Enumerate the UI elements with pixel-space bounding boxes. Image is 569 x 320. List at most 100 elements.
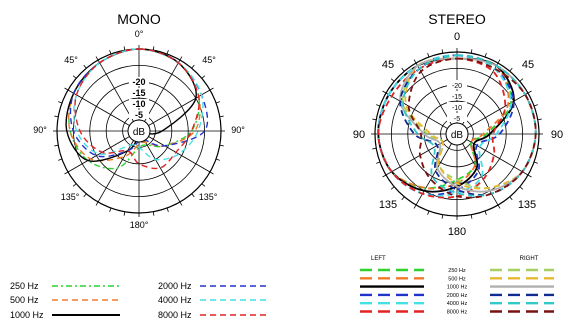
grid-tick bbox=[72, 183, 77, 187]
grid-tick bbox=[509, 67, 513, 72]
radial-tick-label: -20 bbox=[132, 77, 145, 87]
angle-tick-label: 135° bbox=[199, 192, 218, 202]
legend-label: 500 Hz bbox=[10, 295, 39, 305]
grid-tick bbox=[209, 171, 214, 175]
legend-label: 1000 Hz bbox=[447, 285, 468, 291]
grid-tick bbox=[54, 115, 59, 118]
grid-tick bbox=[484, 53, 487, 58]
grid-spoke bbox=[97, 59, 140, 132]
series-line-4000-hz bbox=[73, 48, 204, 161]
angle-tick-label: 90 bbox=[551, 129, 563, 141]
grid-tick bbox=[497, 59, 501, 64]
legend-label: 250 Hz bbox=[10, 281, 39, 291]
grid-tick bbox=[58, 158, 63, 161]
grid-tick bbox=[537, 147, 542, 150]
grid-tick bbox=[219, 115, 224, 118]
grid-tick bbox=[390, 78, 395, 82]
radial-tick-label: -5 bbox=[454, 116, 460, 123]
angle-tick-label: 135 bbox=[379, 199, 397, 211]
grid-tick bbox=[427, 210, 430, 215]
grid-tick bbox=[152, 211, 155, 216]
grid-tick bbox=[64, 171, 69, 175]
radial-tick-label: -10 bbox=[132, 99, 145, 109]
grid-tick bbox=[519, 186, 524, 190]
legend-label: 8000 Hz bbox=[447, 310, 468, 316]
grid-tick bbox=[201, 75, 206, 79]
grid-tick bbox=[413, 204, 417, 209]
radial-label-bg bbox=[129, 110, 149, 119]
chart-title: STEREO bbox=[428, 11, 486, 27]
series-group bbox=[377, 54, 537, 199]
stereo-polar-chart: STEREO dB -5 -10 -15 -20 0 45 90 135 180 135 90 45 bbox=[353, 11, 563, 238]
grid-tick bbox=[470, 49, 473, 54]
grid-spoke bbox=[456, 62, 499, 135]
grid-tick bbox=[413, 59, 417, 64]
angle-tick-label: 180 bbox=[448, 226, 466, 238]
grid-tick bbox=[109, 207, 112, 212]
grid-tick bbox=[215, 101, 220, 104]
grid-tick bbox=[527, 174, 532, 178]
grid-spoke bbox=[456, 92, 529, 135]
radial-label-bg bbox=[447, 80, 467, 89]
grid-tick bbox=[441, 49, 444, 54]
legend-header-left: LEFT bbox=[371, 256, 386, 262]
grid-spoke bbox=[385, 92, 458, 135]
grid-tick bbox=[152, 46, 155, 51]
polar-grid bbox=[53, 45, 225, 217]
grid-spoke bbox=[385, 133, 458, 176]
radial-tick-label: -20 bbox=[452, 83, 462, 90]
grid-tick bbox=[123, 46, 126, 51]
grid-tick bbox=[83, 64, 87, 69]
grid-tick bbox=[72, 75, 77, 79]
grid-tick bbox=[427, 53, 430, 58]
radial-label-bg bbox=[447, 113, 467, 122]
legend-header-right: RIGHT bbox=[520, 256, 539, 262]
grid-tick bbox=[215, 158, 220, 161]
grid-spoke bbox=[97, 130, 140, 203]
stereo-legend: LEFT RIGHT 250 Hz 500 Hz 1000 Hz 2000 Hz 4000 … bbox=[360, 256, 554, 316]
legend-label: 8000 Hz bbox=[158, 310, 192, 320]
angle-tick-label: 45 bbox=[522, 59, 534, 71]
grid-tick bbox=[219, 144, 224, 147]
grid-tick bbox=[497, 204, 501, 209]
grid-tick bbox=[470, 214, 473, 219]
angle-tick-label: 90° bbox=[33, 125, 47, 135]
grid-tick bbox=[191, 193, 195, 198]
grid-tick bbox=[376, 161, 381, 164]
grid-tick bbox=[95, 201, 99, 206]
angle-tick-label: 0° bbox=[135, 29, 144, 39]
angle-tick-label: 90 bbox=[353, 129, 365, 141]
grid-tick bbox=[372, 147, 377, 150]
grid-tick bbox=[95, 56, 99, 61]
series-line-left-4000-hz bbox=[377, 54, 512, 197]
grid-tick bbox=[58, 101, 63, 104]
grid-tick bbox=[54, 144, 59, 147]
radial-label-bg bbox=[447, 102, 467, 111]
legend-label: 4000 Hz bbox=[447, 301, 468, 307]
legend-label: 4000 Hz bbox=[158, 295, 192, 305]
mono-polar-chart: MONO dB -5-10-15-20 0° 45° 90° 135° 180° 135° 90°… bbox=[33, 11, 245, 230]
series-line-left-8000-hz bbox=[377, 57, 507, 199]
angle-tick-label: 45 bbox=[382, 59, 394, 71]
angle-tick-label: 90° bbox=[231, 125, 245, 135]
angle-tick-label: 135° bbox=[61, 192, 80, 202]
grid-tick bbox=[83, 193, 87, 198]
angle-tick-label: 45° bbox=[64, 55, 78, 65]
center-label: dB bbox=[451, 130, 464, 141]
radial-tick-label: -15 bbox=[132, 88, 145, 98]
grid-tick bbox=[191, 64, 195, 69]
series-line-right-4000-hz bbox=[402, 54, 537, 197]
series-line-left-500-hz bbox=[377, 57, 510, 190]
angle-tick-label: 45° bbox=[202, 55, 216, 65]
radial-tick-label: -15 bbox=[452, 94, 462, 101]
grid-tick bbox=[64, 87, 69, 91]
radial-label-bg bbox=[447, 91, 467, 100]
grid-tick bbox=[382, 90, 387, 94]
grid-tick bbox=[509, 196, 513, 201]
grid-tick bbox=[401, 196, 405, 201]
grid-tick bbox=[390, 186, 395, 190]
center-disc bbox=[127, 119, 151, 143]
grid-spoke bbox=[67, 89, 140, 132]
radial-label-bg bbox=[129, 77, 149, 86]
series-line-left-1000-hz bbox=[377, 57, 515, 193]
